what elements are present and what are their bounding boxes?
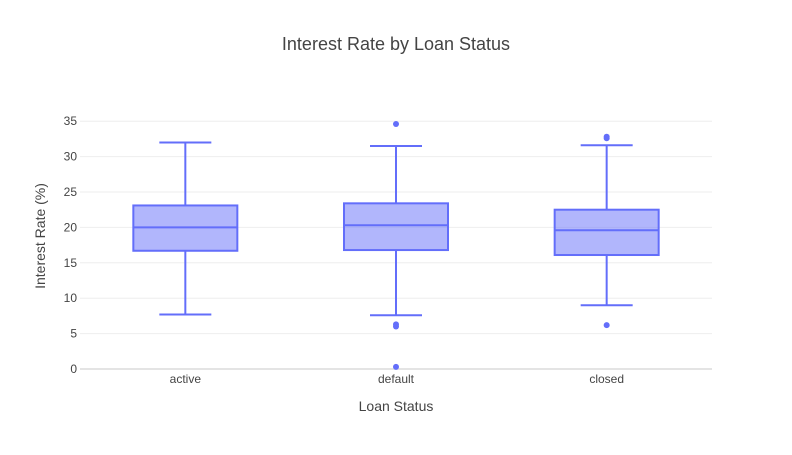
y-tick-label: 5 [70, 327, 77, 341]
y-tick-label: 30 [64, 150, 78, 164]
iqr-box [343, 202, 449, 252]
y-axis-label: Interest Rate (%) [32, 183, 48, 289]
box-default [343, 121, 449, 370]
outlier-point [603, 133, 610, 140]
outlier-point [393, 121, 399, 128]
box-active [132, 141, 239, 316]
outlier-point [393, 323, 399, 330]
iqr-box [553, 208, 660, 257]
y-tick-labels: 0 5 10 15 20 25 30 35 [64, 114, 78, 376]
y-tick-label: 0 [70, 362, 77, 376]
y-tick-label: 20 [64, 220, 78, 234]
x-tick-label: active [170, 372, 202, 386]
outlier-point [603, 322, 610, 329]
x-tick-labels: active default closed [170, 372, 624, 386]
boxes [132, 121, 660, 370]
y-tick-label: 15 [64, 256, 78, 270]
y-tick-label: 35 [64, 114, 78, 128]
x-axis-label: Loan Status [359, 398, 434, 414]
box-closed [553, 133, 660, 329]
y-tick-label: 25 [64, 185, 78, 199]
outlier-point [393, 363, 399, 370]
x-tick-label: default [378, 372, 415, 386]
x-tick-label: closed [589, 372, 624, 386]
y-tick-label: 10 [64, 291, 78, 305]
chart-title: Interest Rate by Loan Status [282, 34, 510, 54]
